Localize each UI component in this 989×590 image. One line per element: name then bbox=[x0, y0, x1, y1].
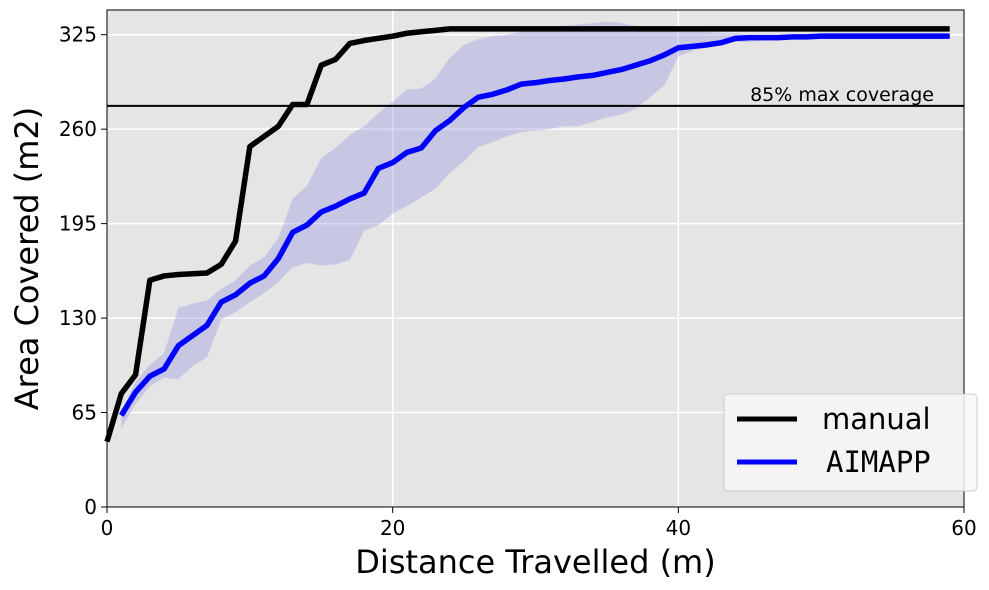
axis-ticks: 0 20 40 60 0 65 130 195 260 325 bbox=[59, 23, 977, 540]
y-axis-label: Area Covered (m2) bbox=[8, 107, 46, 410]
aimapp-confidence-band bbox=[121, 21, 950, 429]
series-layer bbox=[104, 26, 950, 443]
x-tick-label: 40 bbox=[666, 516, 691, 540]
x-tick-label: 60 bbox=[951, 516, 976, 540]
aimapp-series-line bbox=[118, 33, 950, 417]
plot-frame bbox=[106, 9, 965, 508]
x-tick-label: 20 bbox=[380, 516, 405, 540]
y-tick-label: 325 bbox=[59, 23, 97, 47]
y-tick-label: 130 bbox=[59, 306, 97, 330]
legend-label-manual: manual bbox=[822, 402, 931, 436]
x-tick-label: 0 bbox=[101, 516, 114, 540]
y-tick-label: 0 bbox=[84, 495, 97, 519]
manual-series-line bbox=[104, 26, 950, 443]
y-tick-label: 65 bbox=[72, 401, 97, 425]
y-tick-label: 260 bbox=[59, 117, 97, 141]
legend-label-aimapp: AIMAPP bbox=[826, 445, 931, 479]
y-tick-label: 195 bbox=[59, 212, 97, 236]
hline-annotation: 85% max coverage bbox=[750, 84, 934, 106]
x-axis-label: Distance Travelled (m) bbox=[355, 543, 715, 581]
legend: manual AIMAPP bbox=[723, 393, 978, 492]
aimapp-confidence-band-layer bbox=[121, 21, 950, 429]
